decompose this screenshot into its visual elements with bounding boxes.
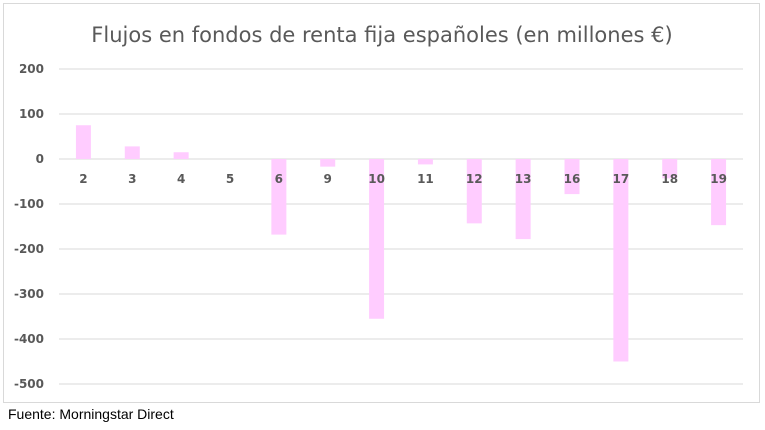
x-tick-label: 3: [128, 172, 136, 186]
x-tick-label: 10: [368, 172, 385, 186]
y-tick-label: 100: [19, 107, 44, 121]
bars: [75, 125, 727, 362]
y-tick-label: 0: [36, 152, 44, 166]
x-tick-label: 9: [324, 172, 332, 186]
bar: [75, 125, 91, 159]
y-tick-label: -100: [14, 197, 44, 211]
y-axis-ticks: 200 100 0 -100 -200 -300 -400 -500: [14, 62, 44, 391]
bar: [613, 159, 629, 362]
bar: [173, 152, 189, 159]
y-tick-label: -500: [14, 377, 44, 391]
gridlines: [59, 68, 743, 385]
bar: [515, 159, 531, 240]
y-tick-label: -300: [14, 287, 44, 301]
x-tick-label: 18: [661, 172, 678, 186]
bar: [369, 159, 385, 319]
source-note: Fuente: Morningstar Direct: [8, 406, 174, 422]
chart-title: Flujos en fondos de renta fija españoles…: [91, 23, 672, 47]
x-tick-label: 5: [226, 172, 234, 186]
y-tick-label: -400: [14, 332, 44, 346]
bar: [564, 159, 580, 195]
x-tick-label: 11: [417, 172, 434, 186]
bar: [466, 159, 482, 224]
x-tick-label: 17: [613, 172, 630, 186]
x-tick-label: 12: [466, 172, 483, 186]
x-tick-label: 19: [710, 172, 727, 186]
x-tick-label: 13: [515, 172, 532, 186]
bar: [124, 146, 140, 159]
bar: [271, 159, 287, 235]
bar: [417, 159, 433, 165]
bar: [711, 159, 727, 226]
x-tick-label: 6: [275, 172, 283, 186]
x-axis-ticks: 2 3 4 5 6 9 10 11 12 13 16 17 18 19: [79, 172, 727, 186]
chart-area: Flujos en fondos de renta fija españoles…: [3, 3, 760, 403]
y-tick-label: 200: [19, 62, 44, 76]
bar: [320, 159, 336, 167]
bar-chart: Flujos en fondos de renta fija españoles…: [14, 23, 743, 391]
y-tick-label: -200: [14, 242, 44, 256]
x-tick-label: 16: [564, 172, 581, 186]
x-tick-label: 4: [177, 172, 185, 186]
bar: [662, 159, 678, 179]
x-tick-label: 2: [79, 172, 87, 186]
